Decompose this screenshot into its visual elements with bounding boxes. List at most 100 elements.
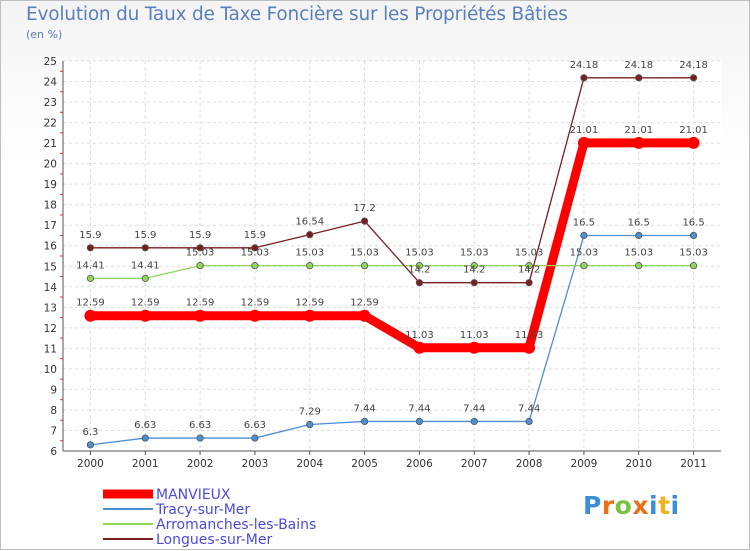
y-tick-label: 16 bbox=[44, 241, 58, 253]
data-label-manvieux: 11.03 bbox=[405, 330, 434, 341]
data-label-manvieux: 12.59 bbox=[350, 298, 379, 309]
data-point-manvieux bbox=[358, 309, 371, 322]
data-label-tracy-sur-mer: 6.63 bbox=[244, 420, 266, 431]
data-label-arromanches-les-bains: 14.41 bbox=[131, 260, 160, 271]
data-label-longues-sur-mer: 17.2 bbox=[353, 203, 375, 214]
x-tick-label: 2005 bbox=[351, 458, 378, 470]
data-label-manvieux: 21.01 bbox=[624, 125, 653, 136]
data-label-tracy-sur-mer: 6.63 bbox=[134, 420, 156, 431]
data-label-arromanches-les-bains: 15.03 bbox=[624, 248, 653, 259]
data-label-tracy-sur-mer: 16.5 bbox=[682, 217, 704, 228]
x-tick-label: 2010 bbox=[625, 458, 652, 470]
logo-letter: i bbox=[670, 491, 680, 520]
data-point-arromanches-les-bains bbox=[196, 262, 204, 270]
data-point-tracy-sur-mer bbox=[580, 231, 588, 240]
y-tick-label: 15 bbox=[44, 261, 57, 273]
data-label-tracy-sur-mer: 6.63 bbox=[189, 420, 211, 431]
x-tick-label: 2004 bbox=[296, 458, 323, 470]
data-point-manvieux bbox=[632, 136, 645, 149]
y-tick-label: 14 bbox=[44, 282, 58, 294]
data-point-arromanches-les-bains bbox=[525, 262, 533, 270]
y-tick-label: 22 bbox=[44, 118, 57, 130]
data-label-arromanches-les-bains: 15.03 bbox=[460, 248, 489, 259]
logo-letter: P bbox=[583, 491, 602, 520]
data-label-manvieux: 12.59 bbox=[186, 298, 215, 309]
data-point-tracy-sur-mer bbox=[635, 231, 643, 240]
data-label-longues-sur-mer: 14.2 bbox=[518, 265, 540, 276]
x-tick-label: 2006 bbox=[406, 458, 433, 470]
data-point-tracy-sur-mer bbox=[689, 231, 698, 240]
data-point-manvieux bbox=[413, 341, 426, 354]
plot-area bbox=[63, 61, 721, 451]
data-label-longues-sur-mer: 14.2 bbox=[463, 265, 485, 276]
data-label-tracy-sur-mer: 16.5 bbox=[628, 217, 650, 228]
data-label-longues-sur-mer: 24.18 bbox=[570, 60, 599, 71]
data-label-longues-sur-mer: 15.9 bbox=[134, 230, 156, 241]
data-point-manvieux bbox=[687, 136, 700, 149]
data-label-tracy-sur-mer: 7.44 bbox=[463, 403, 485, 414]
y-tick-label: 20 bbox=[44, 159, 57, 171]
data-label-tracy-sur-mer: 7.29 bbox=[299, 407, 321, 418]
data-point-manvieux bbox=[139, 309, 152, 322]
data-point-arromanches-les-bains bbox=[580, 262, 588, 270]
y-tick-label: 10 bbox=[44, 364, 57, 376]
series-line-longues-sur-mer bbox=[89, 77, 695, 284]
data-point-arromanches-les-bains bbox=[306, 262, 314, 270]
data-point-tracy-sur-mer bbox=[196, 434, 204, 442]
series-line-arromanches-les-bains bbox=[89, 264, 695, 280]
data-point-manvieux bbox=[194, 309, 207, 322]
logo-letter: t bbox=[658, 491, 671, 520]
series-line-manvieux bbox=[85, 138, 699, 353]
data-point-tracy-sur-mer bbox=[251, 434, 259, 442]
data-label-manvieux: 11.03 bbox=[460, 330, 489, 341]
data-point-tracy-sur-mer bbox=[141, 434, 149, 442]
y-tick-label: 24 bbox=[44, 77, 58, 89]
data-point-manvieux bbox=[468, 341, 481, 354]
logo-letter: o bbox=[614, 491, 633, 520]
data-point-arromanches-les-bains bbox=[251, 262, 259, 270]
proxiti-logo: Proxiti bbox=[583, 491, 680, 520]
x-tick-label: 2003 bbox=[242, 458, 269, 470]
y-tick-label: 13 bbox=[44, 302, 57, 314]
data-point-longues-sur-mer bbox=[251, 244, 259, 252]
data-point-manvieux bbox=[248, 309, 261, 322]
y-tick-label: 6 bbox=[50, 446, 57, 458]
data-label-manvieux: 21.01 bbox=[679, 125, 708, 136]
data-point-arromanches-les-bains bbox=[689, 262, 698, 270]
data-label-tracy-sur-mer: 7.44 bbox=[353, 403, 375, 414]
data-label-longues-sur-mer: 14.2 bbox=[408, 265, 430, 276]
y-tick-label: 9 bbox=[50, 384, 57, 396]
chart-title: Evolution du Taux de Taxe Foncière sur l… bbox=[26, 4, 568, 25]
data-label-arromanches-les-bains: 15.03 bbox=[186, 248, 215, 259]
data-label-tracy-sur-mer: 6.3 bbox=[82, 427, 98, 438]
data-point-tracy-sur-mer bbox=[415, 417, 424, 426]
x-tick-label: 2009 bbox=[571, 458, 598, 470]
data-label-manvieux: 12.59 bbox=[131, 298, 160, 309]
data-label-arromanches-les-bains: 15.03 bbox=[570, 248, 599, 259]
data-point-longues-sur-mer bbox=[86, 244, 95, 252]
logo-letter: r bbox=[601, 491, 615, 520]
data-label-arromanches-les-bains: 15.03 bbox=[295, 248, 324, 259]
data-label-longues-sur-mer: 15.9 bbox=[189, 230, 211, 241]
data-label-arromanches-les-bains: 15.03 bbox=[405, 248, 434, 259]
data-point-tracy-sur-mer bbox=[86, 441, 95, 449]
data-label-arromanches-les-bains: 14.41 bbox=[76, 260, 105, 271]
data-point-longues-sur-mer bbox=[525, 279, 533, 287]
legend-label-tracy-sur-mer: Tracy-sur-Mer bbox=[155, 502, 250, 518]
data-label-arromanches-les-bains: 15.03 bbox=[241, 248, 270, 259]
data-label-manvieux: 11.03 bbox=[515, 330, 544, 341]
data-point-arromanches-les-bains bbox=[360, 262, 369, 270]
data-point-arromanches-les-bains bbox=[141, 274, 149, 282]
y-tick-label: 8 bbox=[50, 405, 57, 417]
legend-label-arromanches-les-bains: Arromanches-les-Bains bbox=[156, 517, 316, 533]
y-tick-label: 19 bbox=[44, 179, 57, 191]
data-label-manvieux: 12.59 bbox=[295, 298, 324, 309]
data-point-tracy-sur-mer bbox=[360, 417, 369, 426]
y-tick-label: 11 bbox=[44, 343, 57, 355]
x-tick-label: 2008 bbox=[516, 458, 543, 470]
data-point-arromanches-les-bains bbox=[86, 274, 95, 282]
data-point-longues-sur-mer bbox=[580, 74, 588, 82]
y-tick-label: 17 bbox=[44, 220, 57, 232]
